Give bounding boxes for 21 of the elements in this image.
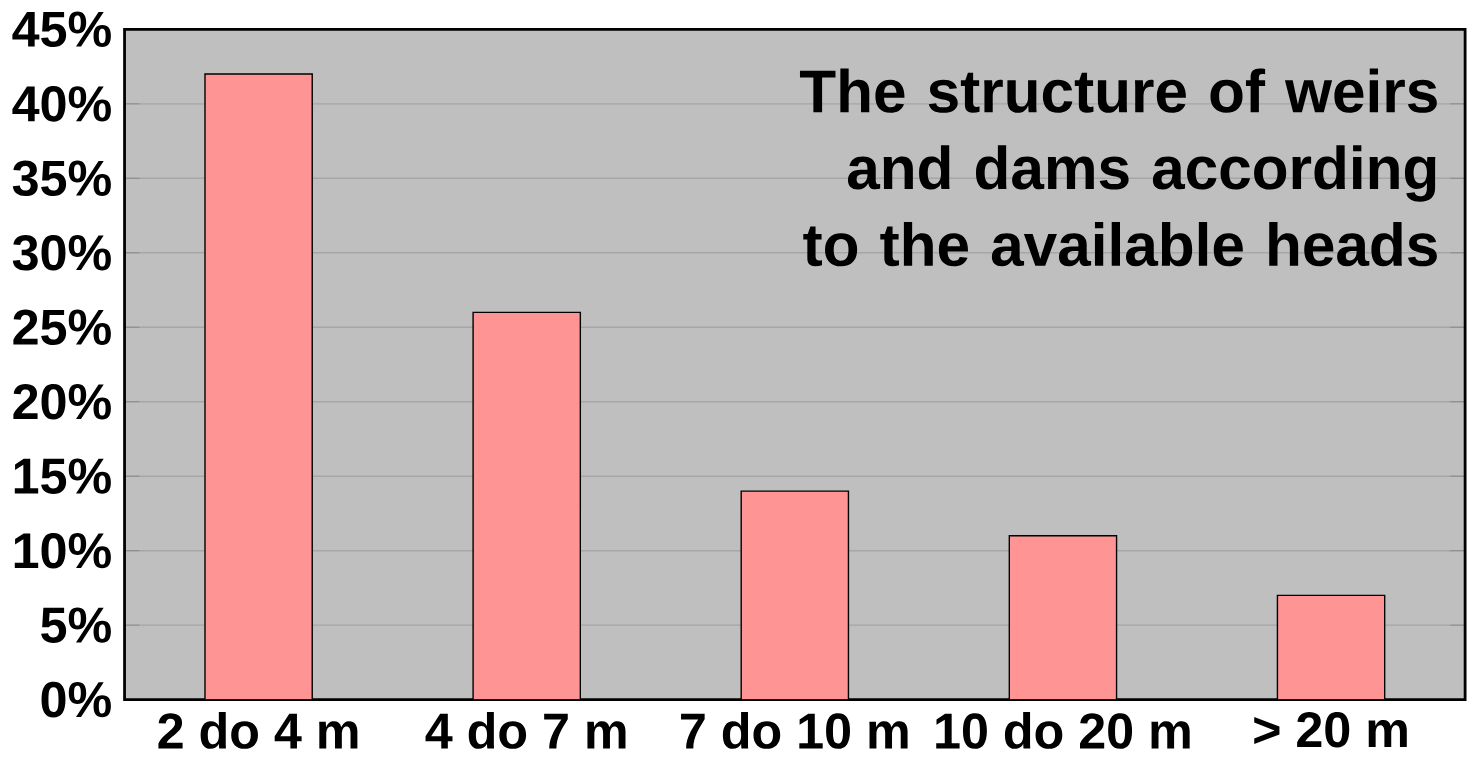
y-tick-label: 0% [41, 681, 111, 718]
y-tick-label: 15% [14, 458, 111, 494]
x-tick-label: 4 do 7 m [425, 711, 626, 749]
x-tick-label: 7 do 10 m [681, 711, 908, 749]
bar [1276, 594, 1386, 700]
bar [1008, 535, 1118, 700]
y-tick-label: 30% [12, 234, 111, 271]
y-tick-label: 40% [12, 86, 111, 122]
y-tick-label: 20% [13, 383, 111, 420]
y-tick-label: 45% [12, 11, 111, 48]
x-tick-label: 2 do 4 m [158, 711, 358, 749]
x-tick-label: > 20 m [1254, 711, 1407, 748]
y-tick-label: 25% [13, 309, 111, 345]
y-tick-label: 10% [14, 532, 111, 569]
bar [472, 311, 582, 700]
text: The structure of weirs and dams according to the available heads [799, 68, 1437, 267]
y-tick-label: 35% [12, 160, 111, 197]
bar [204, 73, 313, 700]
x-tick-label: 10 do 20 m [936, 711, 1190, 749]
y-tick-label: 5% [41, 607, 111, 643]
bar [740, 490, 850, 700]
